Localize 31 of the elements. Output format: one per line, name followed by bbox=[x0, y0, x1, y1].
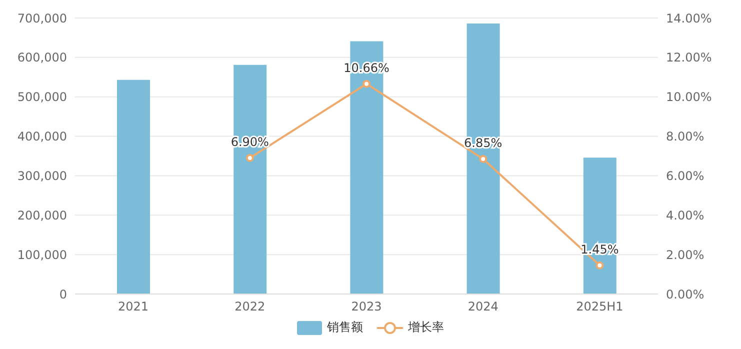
y2-tick-label: 8.00% bbox=[666, 130, 704, 144]
x-tick-label: 2021 bbox=[118, 300, 149, 314]
legend-label: 销售额 bbox=[326, 319, 363, 336]
y2-tick-label: 14.00% bbox=[666, 11, 712, 26]
y2-tick-label: 10.00% bbox=[666, 90, 712, 104]
bar bbox=[234, 64, 267, 294]
point bbox=[362, 80, 370, 88]
point bbox=[246, 154, 254, 162]
y-tick-label: 300,000 bbox=[17, 168, 67, 183]
y-tick-label: 400,000 bbox=[17, 130, 67, 144]
y2-tick-label: 6.00% bbox=[666, 168, 704, 183]
y-tick-label: 200,000 bbox=[17, 208, 67, 222]
y-tick-label: 100,000 bbox=[17, 248, 67, 262]
bar bbox=[117, 80, 150, 294]
point bbox=[596, 261, 604, 270]
y-tick-label: 0 bbox=[59, 287, 67, 302]
x-tick-label: 2024 bbox=[468, 300, 498, 314]
y2-tick-label: 0.00% bbox=[666, 287, 704, 302]
y-tick-label: 500,000 bbox=[17, 90, 67, 104]
x-tick-label: 2025H1 bbox=[576, 300, 624, 314]
y2-tick-label: 4.00% bbox=[666, 208, 704, 222]
bar bbox=[583, 158, 616, 294]
x-tick-label: 2022 bbox=[234, 300, 266, 314]
point bbox=[479, 154, 488, 163]
y2-tick-label: 2.00% bbox=[666, 248, 704, 262]
y2-tick-label: 12.00% bbox=[666, 50, 712, 65]
bar bbox=[466, 24, 500, 294]
y-tick-label: 700,000 bbox=[17, 11, 67, 26]
x-tick-label: 2023 bbox=[351, 300, 382, 314]
y-tick-label: 600,000 bbox=[17, 50, 67, 65]
legend-label: 增长率 bbox=[407, 319, 444, 336]
